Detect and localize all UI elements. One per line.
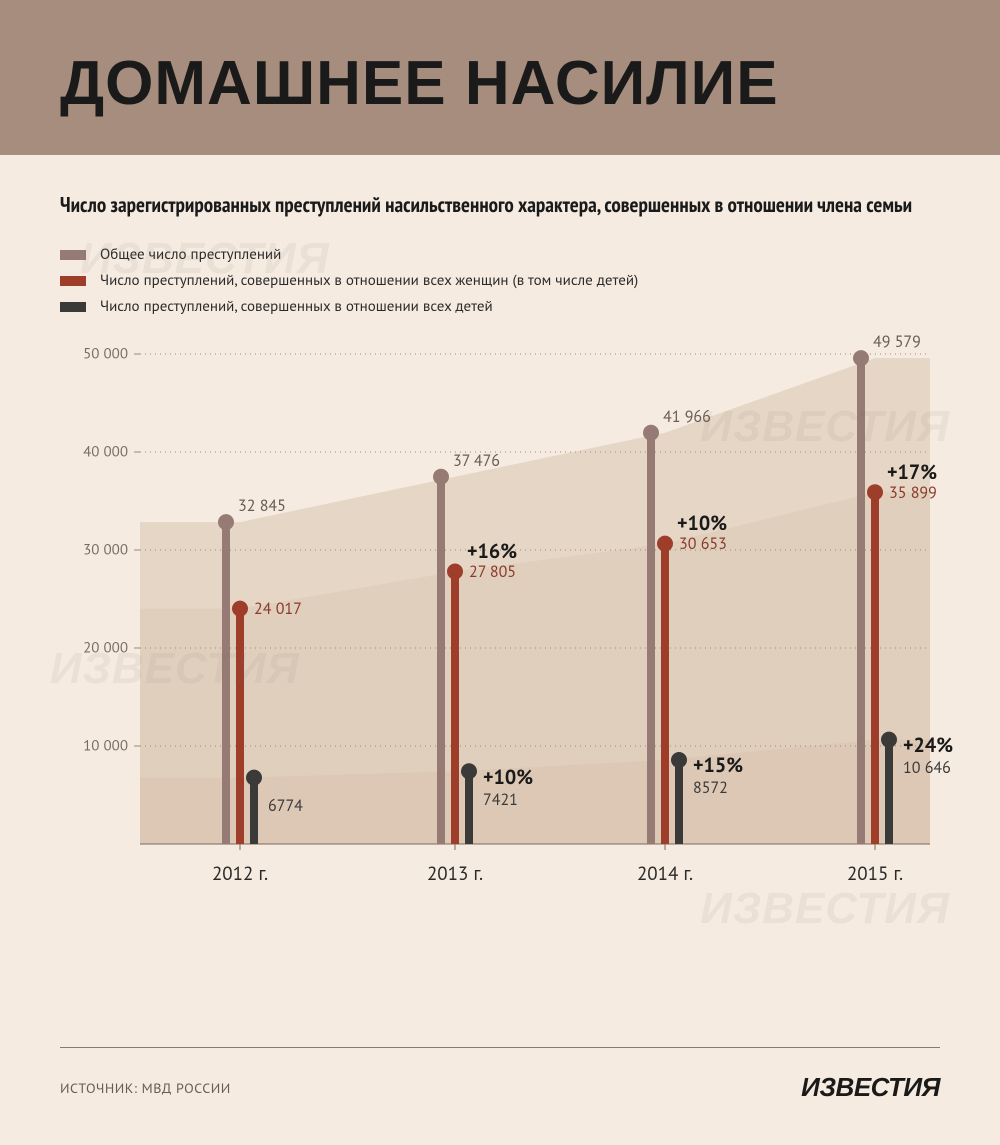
- bar-children: [465, 772, 473, 845]
- value-label-women: 35 899: [889, 485, 937, 501]
- marker-total: [853, 350, 869, 366]
- bar-women: [236, 609, 244, 844]
- value-label-women: 30 653: [679, 536, 727, 552]
- bar-children: [885, 740, 893, 844]
- marker-total: [643, 425, 659, 441]
- legend-label: Число преступлений, совершенных в отноше…: [100, 271, 638, 290]
- page-title: ДОМАШНЕЕ НАСИЛИЕ: [60, 48, 940, 119]
- pct-women: +16%: [467, 538, 517, 564]
- value-label-children: 7421: [483, 792, 518, 808]
- bar-children: [250, 778, 258, 844]
- value-label-children: 8572: [693, 780, 728, 796]
- marker-children: [671, 752, 687, 768]
- marker-children: [881, 732, 897, 748]
- marker-total: [218, 514, 234, 530]
- x-tick-label: 2015 г.: [847, 862, 903, 886]
- y-tick-label: 50 000: [60, 345, 128, 364]
- pct-children: +24%: [903, 732, 953, 758]
- legend-swatch: [60, 250, 86, 260]
- marker-children: [246, 770, 262, 786]
- marker-women: [232, 601, 248, 617]
- y-tick-label: 40 000: [60, 443, 128, 462]
- legend-item-total: Общее число преступлений: [60, 245, 940, 264]
- marker-children: [461, 764, 477, 780]
- legend-swatch: [60, 302, 86, 312]
- bar-total: [437, 477, 445, 844]
- y-tick-label: 10 000: [60, 737, 128, 756]
- x-tick-label: 2014 г.: [637, 862, 693, 886]
- chart-svg: [60, 344, 940, 904]
- bar-women: [661, 544, 669, 844]
- marker-total: [433, 469, 449, 485]
- pct-women: +10%: [677, 510, 727, 536]
- bar-total: [857, 358, 865, 844]
- legend-label: Общее число преступлений: [100, 245, 281, 264]
- header-band: ДОМАШНЕЕ НАСИЛИЕ: [0, 0, 1000, 155]
- value-label-children: 10 646: [903, 760, 951, 776]
- footer: ИСТОЧНИК: МВД РОССИИ ИЗВЕСТИЯ: [60, 1047, 940, 1103]
- subtitle: Число зарегистрированных преступлений на…: [60, 191, 940, 219]
- legend-swatch: [60, 276, 86, 286]
- content-area: Число зарегистрированных преступлений на…: [0, 155, 1000, 904]
- footer-rule: [60, 1047, 940, 1048]
- marker-women: [447, 564, 463, 580]
- x-tick-label: 2013 г.: [427, 862, 483, 886]
- source-text: ИСТОЧНИК: МВД РОССИИ: [60, 1079, 231, 1097]
- marker-women: [867, 485, 883, 501]
- bar-children: [675, 760, 683, 844]
- value-label-women: 24 017: [254, 601, 302, 617]
- value-label-total: 49 579: [873, 334, 921, 350]
- legend-item-women: Число преступлений, совершенных в отноше…: [60, 271, 940, 290]
- legend-label: Число преступлений, совершенных в отноше…: [100, 297, 493, 316]
- legend-item-children: Число преступлений, совершенных в отноше…: [60, 297, 940, 316]
- chart-container: ИЗВЕСТИЯ ИЗВЕСТИЯ ИЗВЕСТИЯ ИЗВЕСТИЯ 10 0…: [60, 344, 940, 904]
- pct-children: +15%: [693, 752, 743, 778]
- bar-women: [451, 572, 459, 844]
- pct-women: +17%: [887, 459, 937, 485]
- y-tick-label: 30 000: [60, 541, 128, 560]
- value-label-total: 41 966: [663, 409, 711, 425]
- legend: Общее число преступлений Число преступле…: [60, 245, 940, 316]
- x-tick-label: 2012 г.: [212, 862, 268, 886]
- bar-total: [222, 522, 230, 844]
- bar-total: [647, 433, 655, 844]
- marker-women: [657, 536, 673, 552]
- value-label-children: 6774: [268, 798, 303, 814]
- bar-women: [871, 493, 879, 845]
- brand-text: ИЗВЕСТИЯ: [801, 1072, 940, 1103]
- value-label-total: 32 845: [238, 498, 286, 514]
- value-label-women: 27 805: [469, 564, 516, 580]
- y-tick-label: 20 000: [60, 639, 128, 658]
- value-label-total: 37 476: [453, 453, 500, 469]
- pct-children: +10%: [483, 764, 533, 790]
